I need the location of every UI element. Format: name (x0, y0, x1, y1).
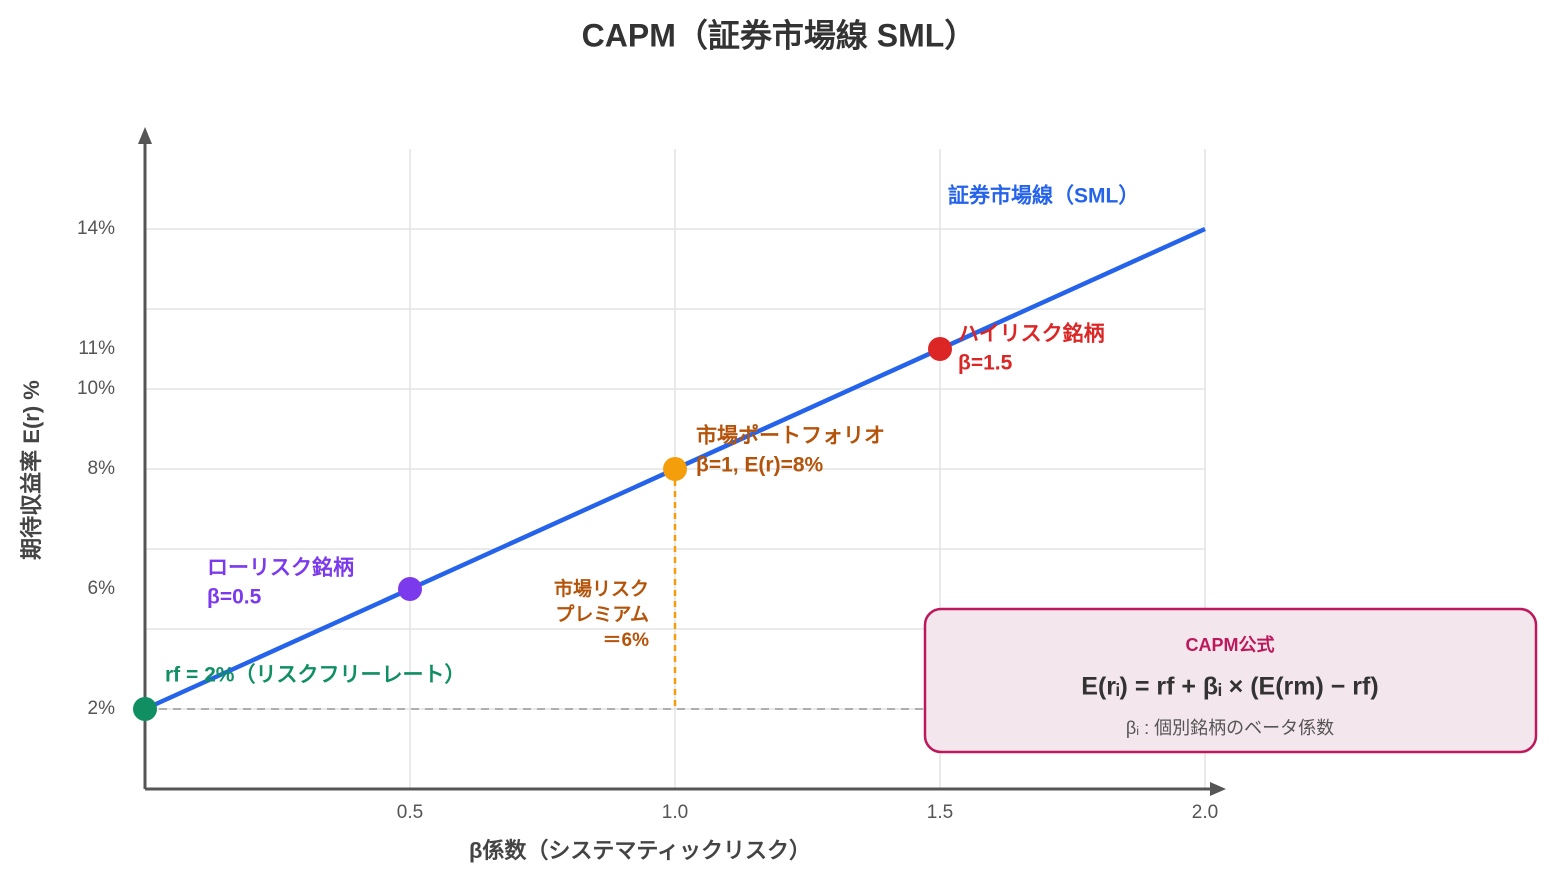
formula: E(rᵢ) = rf + βᵢ × (E(rm) − rf) (1081, 673, 1378, 701)
premium-label: 市場リスク (554, 577, 649, 600)
y-tick-label: 10% (77, 378, 115, 399)
x-tick-label: 1.5 (927, 802, 953, 823)
point-label: rf = 2%（リスクフリーレート） (165, 663, 465, 687)
y-tick-label: 2% (88, 698, 116, 719)
point (928, 337, 952, 361)
x-axis-arrow (1210, 782, 1226, 796)
x-tick-label: 1.0 (662, 802, 688, 823)
sml-label: 証券市場線（SML） (948, 184, 1139, 208)
point (398, 577, 422, 601)
y-axis-arrow (138, 127, 152, 144)
premium-label: プレミアム (555, 603, 649, 626)
point (133, 697, 157, 721)
x-axis-label: β係数（システマティックリスク） (469, 838, 811, 863)
formula-title: CAPM公式 (1186, 634, 1275, 655)
point-label: ハイリスク銘柄 (958, 322, 1105, 346)
y-tick-label: 8% (88, 458, 116, 479)
premium-label: ＝6% (603, 630, 650, 651)
formula-box (923, 607, 1538, 754)
y-tick-label: 6% (88, 578, 116, 599)
y-tick-label: 14% (77, 218, 115, 239)
y-axis-label: 期待収益率 E(r) % (19, 380, 44, 560)
y-tick-label: 11% (78, 338, 115, 359)
x-tick-label: 0.5 (397, 802, 423, 823)
point-label: 市場ポートフォリオ (696, 424, 885, 448)
x-tick-label: 2.0 (1192, 802, 1218, 823)
point (663, 457, 687, 481)
point-label: β=1, E(r)=8% (696, 454, 824, 477)
chart-title: CAPM（証券市場線 SML） (582, 17, 977, 53)
point-label: ローリスク銘柄 (207, 556, 354, 580)
point-label: β=0.5 (207, 586, 262, 609)
point-label: β=1.5 (958, 352, 1013, 375)
formula-note: βᵢ : 個別銘柄のベータ係数 (1126, 718, 1334, 738)
